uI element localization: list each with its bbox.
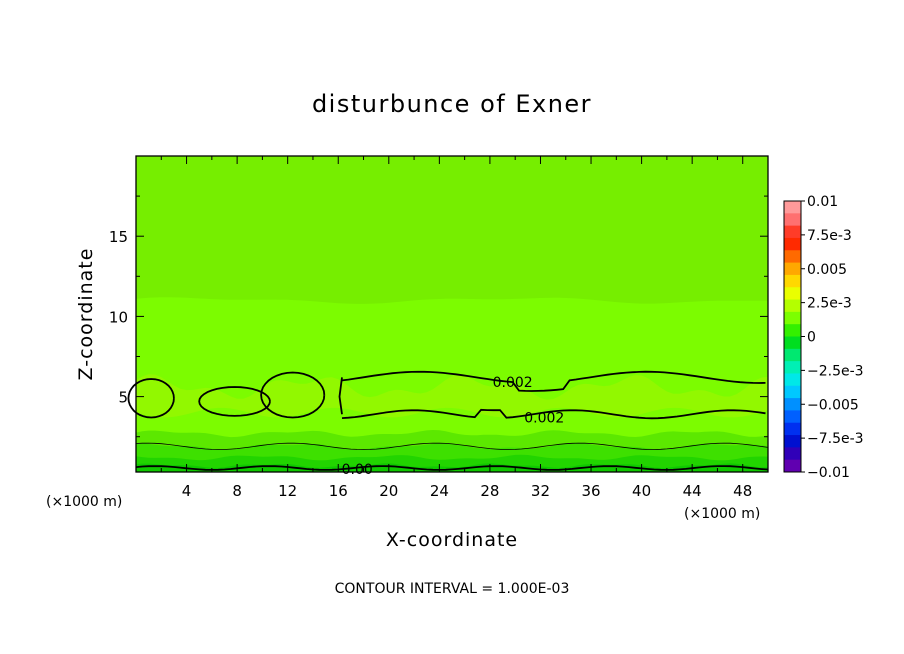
contour-cell-2 [198, 386, 271, 417]
x-tick-label: 28 [480, 482, 499, 500]
colorbar-swatch [784, 336, 801, 350]
colorbar-tick-label: −7.5e-3 [807, 431, 864, 447]
contour-zero [135, 465, 769, 471]
x-tick-label: 8 [232, 482, 242, 500]
x-tick-label: 44 [683, 482, 702, 500]
colorbar-tick-label: −2.5e-3 [807, 363, 864, 379]
colorbar-swatch [784, 324, 801, 337]
contour-label: 0.00 [342, 462, 373, 478]
contour-lines [127, 370, 769, 471]
colorbar-tick-label: 0 [807, 330, 816, 346]
contour-interval-note: CONTOUR INTERVAL = 1.000E-03 [335, 581, 570, 597]
band-highlight [136, 374, 768, 418]
x-tick-label: 12 [278, 482, 297, 500]
colorbar-swatch [784, 361, 801, 374]
x-tick-label: 4 [182, 482, 192, 500]
colorbar-swatch [784, 274, 801, 288]
contour-thin [135, 442, 769, 450]
colorbar-swatch [784, 410, 801, 424]
colorbar-swatch [784, 348, 801, 362]
colorbar-swatch [784, 225, 801, 239]
x-tick-label: 20 [379, 482, 398, 500]
colorbar-swatch [784, 459, 801, 473]
x-tick-label: 24 [430, 482, 449, 500]
x-tick-label: 32 [531, 482, 550, 500]
contour-label: 0.002 [524, 410, 564, 426]
contour-label: 0.002 [493, 375, 533, 391]
colorbar-swatch [784, 287, 801, 301]
colorbar-tick-label: 0.01 [807, 194, 838, 210]
x-unit-left: (×1000 m) [46, 494, 122, 510]
plot-frame [135, 155, 769, 473]
chart-title: disturbunce of Exner [312, 90, 592, 118]
y-axis: 5 10 15 [109, 195, 768, 438]
contour-band-top [341, 370, 766, 392]
y-axis-label: Z-coordinate [75, 248, 97, 381]
colorbar-tick-label: 7.5e-3 [807, 228, 852, 244]
y-tick-label: 15 [109, 228, 128, 246]
x-tick-label: 40 [632, 482, 651, 500]
x-tick-label: 16 [329, 482, 348, 500]
y-tick-label: 10 [109, 308, 128, 326]
colorbar-tick-label: −0.005 [807, 397, 859, 413]
contour-band-left [338, 377, 343, 415]
x-axis: 4 8 12 16 20 24 28 32 36 40 44 48 [160, 156, 769, 500]
colorbar-tick-label: 0.005 [807, 262, 847, 278]
contour-labels: 0.002 0.002 0.00 [342, 375, 565, 478]
colorbar-swatch [784, 373, 801, 387]
colorbar-swatch [784, 385, 801, 399]
colorbar-swatch [784, 250, 801, 264]
colorbar: 0.01 7.5e-3 0.005 2.5e-3 0 −2.5e-3 −0.005 −7.5e… [783, 194, 864, 481]
colorbar-swatch [784, 262, 801, 276]
contour-cell-3 [260, 371, 326, 419]
y-tick-label: 5 [118, 389, 128, 407]
colorbar-swatch [784, 201, 801, 214]
contour-field [136, 156, 768, 472]
x-unit-right: (×1000 m) [684, 506, 760, 522]
x-axis-label: X-coordinate [386, 529, 518, 551]
colorbar-swatch [784, 447, 801, 461]
x-tick-label: 36 [581, 482, 600, 500]
colorbar-swatch [784, 311, 801, 325]
colorbar-swatch [784, 435, 801, 448]
colorbar-swatch [784, 398, 801, 411]
colorbar-tick-label: −0.01 [807, 465, 850, 481]
colorbar-swatch [784, 213, 801, 227]
contour-cell-1 [127, 378, 175, 419]
x-tick-label: 48 [733, 482, 752, 500]
contour-band-bottom [341, 408, 766, 420]
colorbar-swatch [784, 422, 801, 436]
colorbar-swatch [784, 299, 801, 313]
colorbar-tick-label: 2.5e-3 [807, 296, 852, 312]
colorbar-swatch [784, 237, 801, 251]
